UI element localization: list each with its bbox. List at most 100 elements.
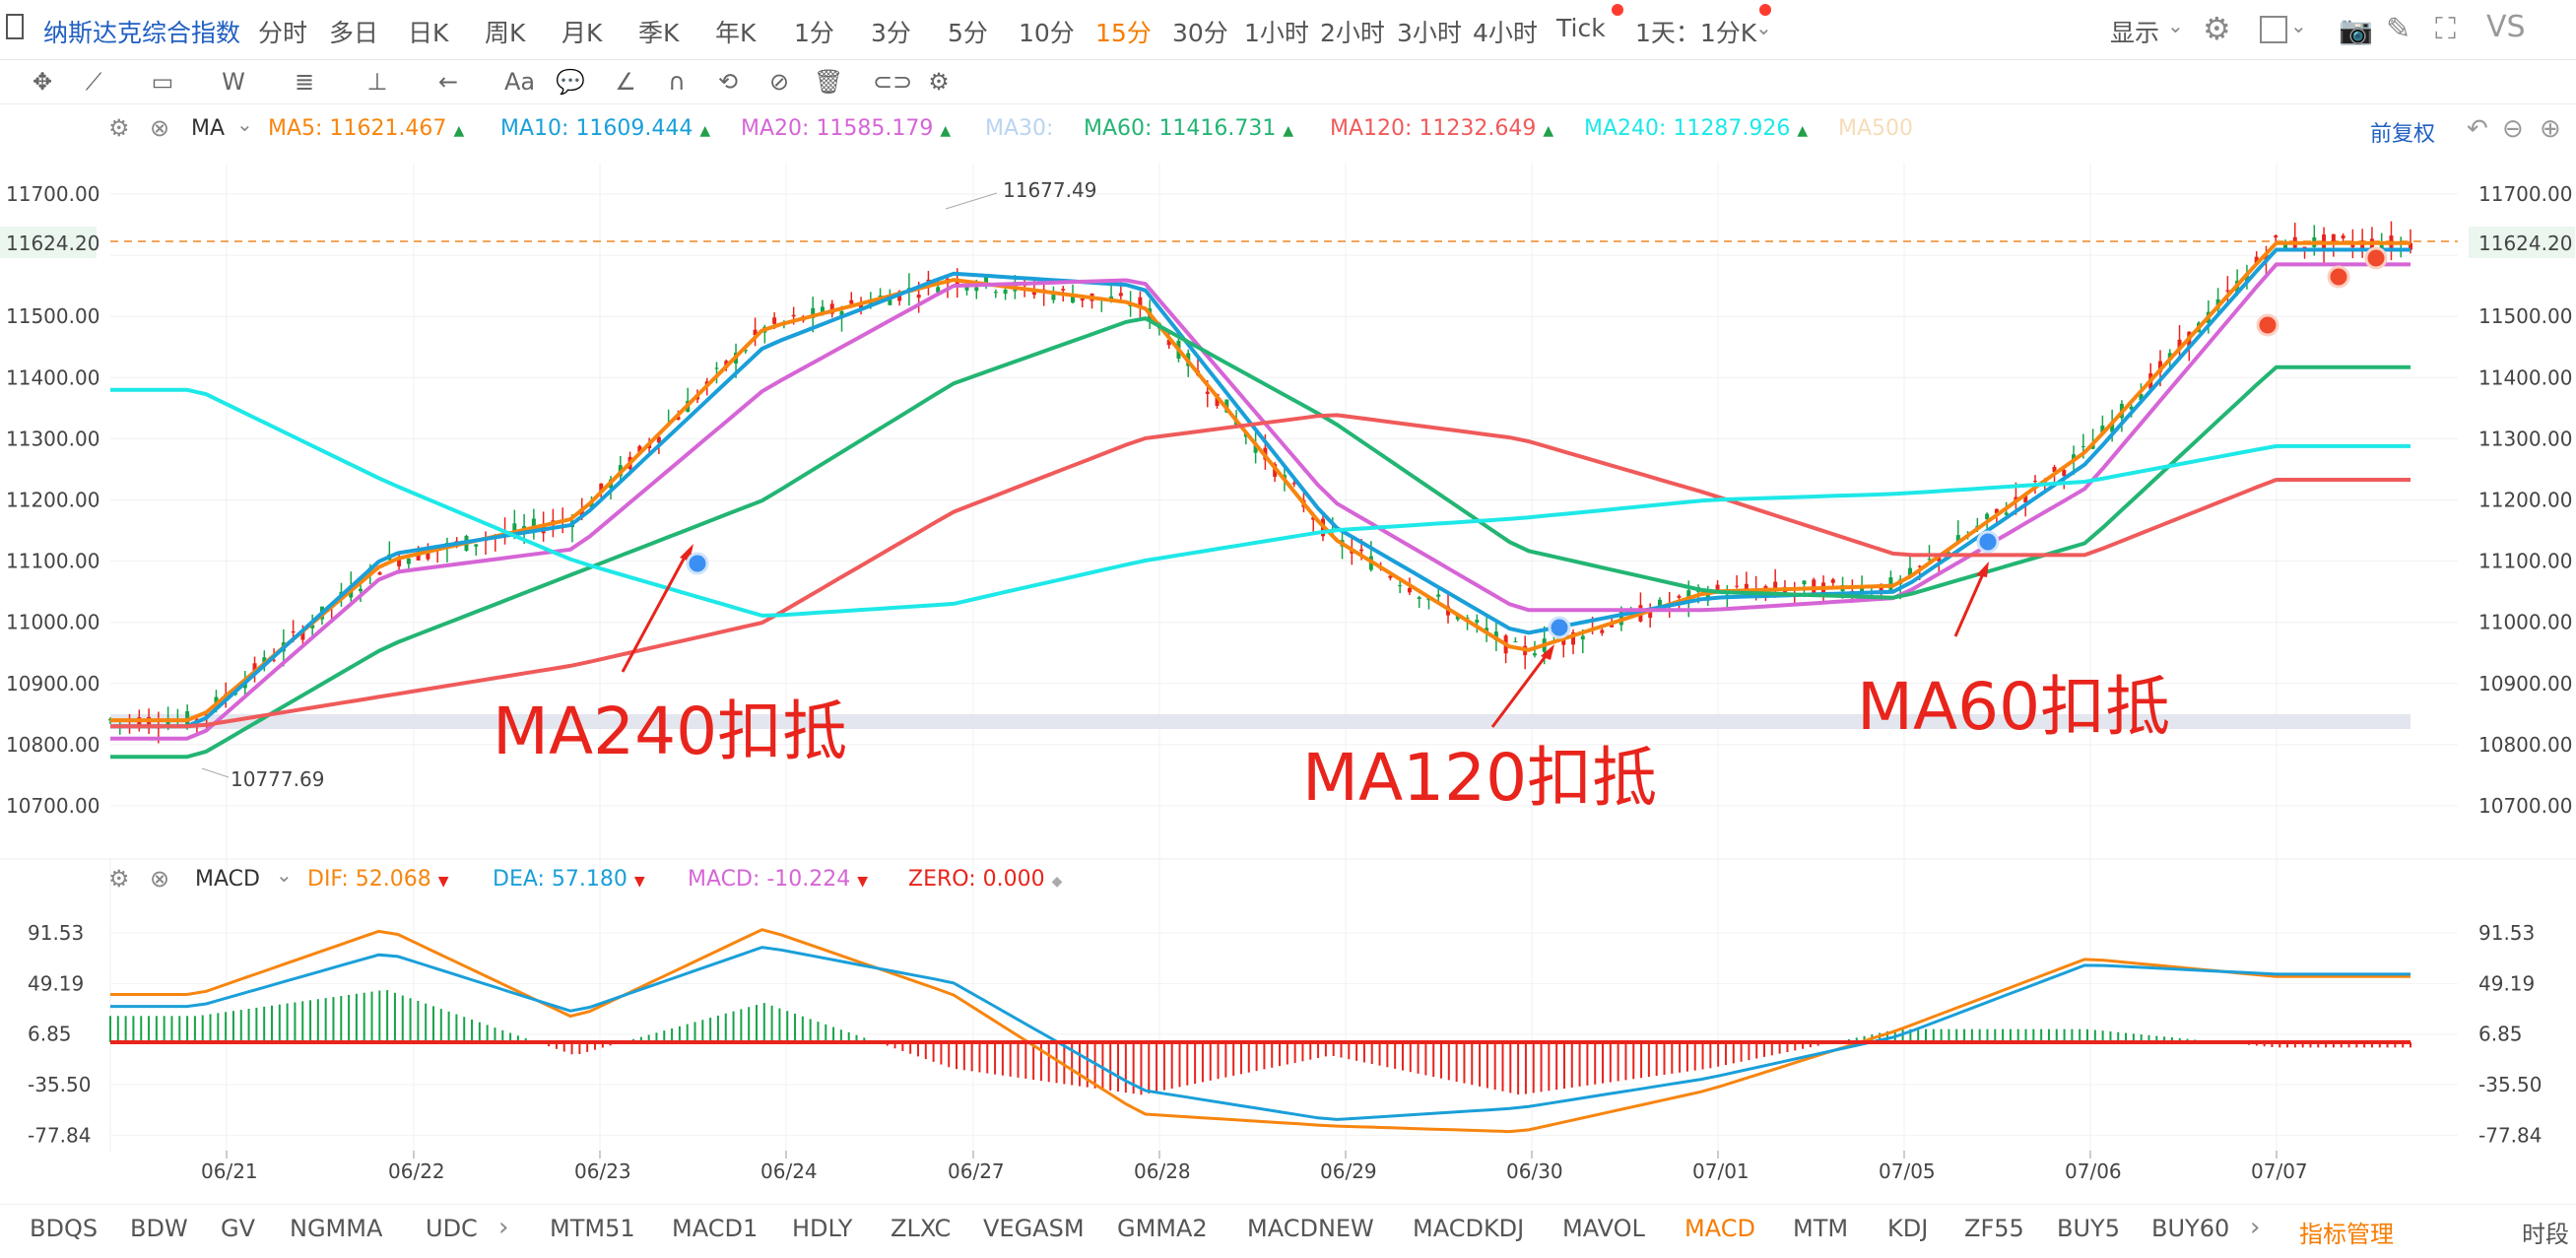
candle-body (1715, 584, 1720, 591)
chevron-down-icon[interactable]: ⌄ (276, 863, 293, 887)
sync-icon[interactable]: ⟲ (717, 68, 739, 96)
tab-macd[interactable]: MACD (1684, 1215, 1755, 1242)
wave-icon[interactable]: W (222, 68, 245, 96)
tab-macdnew[interactable]: MACDNEW (1247, 1215, 1374, 1242)
date-tick-label: 06/22 (388, 1159, 445, 1183)
period-week[interactable]: 周K (485, 19, 526, 47)
period-30m[interactable]: 30分 (1172, 19, 1228, 47)
chevron-right-icon[interactable]: › (2250, 1213, 2261, 1242)
period-15m[interactable]: 15分 (1095, 19, 1152, 47)
fuquan-button[interactable]: 前复权 (2370, 122, 2436, 147)
tab-buy5[interactable]: BUY5 (2057, 1215, 2120, 1242)
tab-buy60[interactable]: BUY60 (2151, 1215, 2230, 1242)
tab-bdqs[interactable]: BDQS (30, 1215, 99, 1242)
macd-legend: ⚙ ⊗ MACD ⌄ DIF: 52.068 ▼ DEA: 57.180 ▼ M… (0, 861, 2576, 900)
rectangle-icon[interactable]: ▭ (151, 68, 174, 96)
period-fenshi[interactable]: 分时 (258, 19, 308, 47)
macd-indicator-name[interactable]: MACD (195, 867, 260, 892)
close-icon[interactable]: ⊗ (150, 114, 170, 142)
period-3h[interactable]: 3小时 (1397, 19, 1462, 47)
period-day[interactable]: 日K (408, 19, 449, 47)
settings-icon[interactable]: ⚙ (928, 68, 950, 96)
vs-button[interactable]: VS (2486, 10, 2526, 44)
zoom-in-icon[interactable]: ⊕ (2540, 114, 2561, 144)
series-line-ma10 (110, 247, 2411, 729)
period-year[interactable]: 年K (715, 19, 757, 47)
gear-icon[interactable]: ⚙ (108, 114, 130, 142)
candle-body (1475, 620, 1480, 624)
arrow-left-icon[interactable]: ← (437, 68, 459, 96)
tab-zlxc[interactable]: ZLXC (891, 1215, 952, 1242)
period-1m[interactable]: 1分 (794, 19, 834, 47)
undo-icon[interactable]: ↶ (2467, 114, 2488, 144)
trash-icon[interactable]: 🗑 (814, 68, 844, 96)
angle-icon[interactable]: ∠ (615, 68, 636, 96)
hide-icon[interactable]: ⊘ (768, 68, 790, 96)
fullscreen-icon[interactable]: ⛶ (2435, 12, 2456, 46)
gear-icon[interactable]: ⚙ (2203, 10, 2231, 47)
tab-mtm[interactable]: MTM (1793, 1215, 1849, 1242)
candle-body (1359, 549, 1364, 552)
candle-body (868, 300, 873, 306)
indicator-manage-button[interactable]: 指标管理 (2299, 1221, 2394, 1248)
period-1h[interactable]: 1小时 (1244, 19, 1309, 47)
candle-body (849, 299, 854, 304)
price-tick-label: 10900.00 (2478, 672, 2572, 695)
comment-icon[interactable]: 💬 (556, 68, 585, 96)
tab-ngmma[interactable]: NGMMA (290, 1215, 383, 1242)
camera-icon[interactable]: 📷 (2339, 14, 2373, 46)
period-tick[interactable]: Tick (1556, 14, 1606, 42)
price-tick-label: 11500.00 (6, 304, 99, 328)
time-range-button[interactable]: 时段 (2522, 1221, 2569, 1248)
tab-bdw[interactable]: BDW (130, 1215, 188, 1242)
candle-body (599, 483, 604, 493)
tab-udc[interactable]: UDC (426, 1215, 478, 1242)
period-duori[interactable]: 多日 (329, 19, 379, 47)
tab-vegasm[interactable]: VEGASM (983, 1215, 1085, 1242)
gear-icon[interactable]: ⚙ (108, 865, 130, 893)
menu-icon[interactable] (6, 14, 24, 39)
tab-gmma2[interactable]: GMMA2 (1117, 1215, 1208, 1242)
fibonacci-icon[interactable]: ≣ (294, 68, 315, 96)
chevron-right-icon[interactable]: › (498, 1213, 509, 1242)
symbol-title[interactable]: 纳斯达克综合指数 (43, 19, 241, 47)
measure-icon[interactable]: ⊥ (366, 68, 388, 96)
period-2h[interactable]: 2小时 (1320, 19, 1385, 47)
ma10-label: MA10: 11609.444 ▲ (500, 116, 711, 141)
period-3m[interactable]: 3分 (871, 19, 911, 47)
multi-period-select[interactable]: 1天：1分K (1635, 19, 1757, 47)
period-quarter[interactable]: 季K (638, 19, 680, 47)
line-icon[interactable]: ⟋ (85, 68, 102, 96)
current-price-tag-right: 11624.20 (2478, 232, 2572, 255)
period-10m[interactable]: 10分 (1019, 19, 1075, 47)
chevron-down-icon[interactable]: ⌄ (2290, 14, 2307, 37)
indicator-name[interactable]: MA (191, 116, 226, 141)
pen-icon[interactable]: ✎ (2386, 12, 2411, 46)
display-dropdown[interactable]: 显示 (2110, 19, 2160, 47)
magnet-icon[interactable]: ∩ (668, 68, 686, 96)
chevron-down-icon[interactable]: ⌄ (236, 112, 253, 136)
chevron-down-icon[interactable]: ⌄ (1755, 16, 1772, 39)
tab-kdj[interactable]: KDJ (1887, 1215, 1929, 1242)
zoom-out-icon[interactable]: ⊖ (2502, 114, 2524, 144)
tab-macdkdj[interactable]: MACDKDJ (1413, 1215, 1525, 1242)
tab-hdly[interactable]: HDLY (792, 1215, 853, 1242)
period-5m[interactable]: 5分 (948, 19, 988, 47)
period-month[interactable]: 月K (561, 19, 603, 47)
tab-mtm51[interactable]: MTM51 (550, 1215, 635, 1242)
candle-body (1417, 597, 1421, 599)
main-chart[interactable]: 11700.00 11500.00 11400.00 11300.00 11200.00… (0, 0, 2576, 1204)
tab-macd1[interactable]: MACD1 (672, 1215, 759, 1242)
ma240-label: MA240: 11287.926 ▲ (1584, 116, 1809, 141)
square-icon[interactable] (2260, 16, 2287, 43)
tick-notice-dot (1612, 4, 1623, 16)
candle-body (1465, 618, 1470, 620)
period-4h[interactable]: 4小时 (1473, 19, 1538, 47)
close-icon[interactable]: ⊗ (150, 865, 170, 893)
tab-mavol[interactable]: MAVOL (1562, 1215, 1645, 1242)
move-icon[interactable]: ✥ (32, 68, 53, 96)
chevron-down-icon[interactable]: ⌄ (2167, 14, 2184, 37)
tab-gv[interactable]: GV (221, 1215, 256, 1242)
text-icon[interactable]: Aa (504, 68, 536, 96)
tab-zf55[interactable]: ZF55 (1964, 1215, 2024, 1242)
